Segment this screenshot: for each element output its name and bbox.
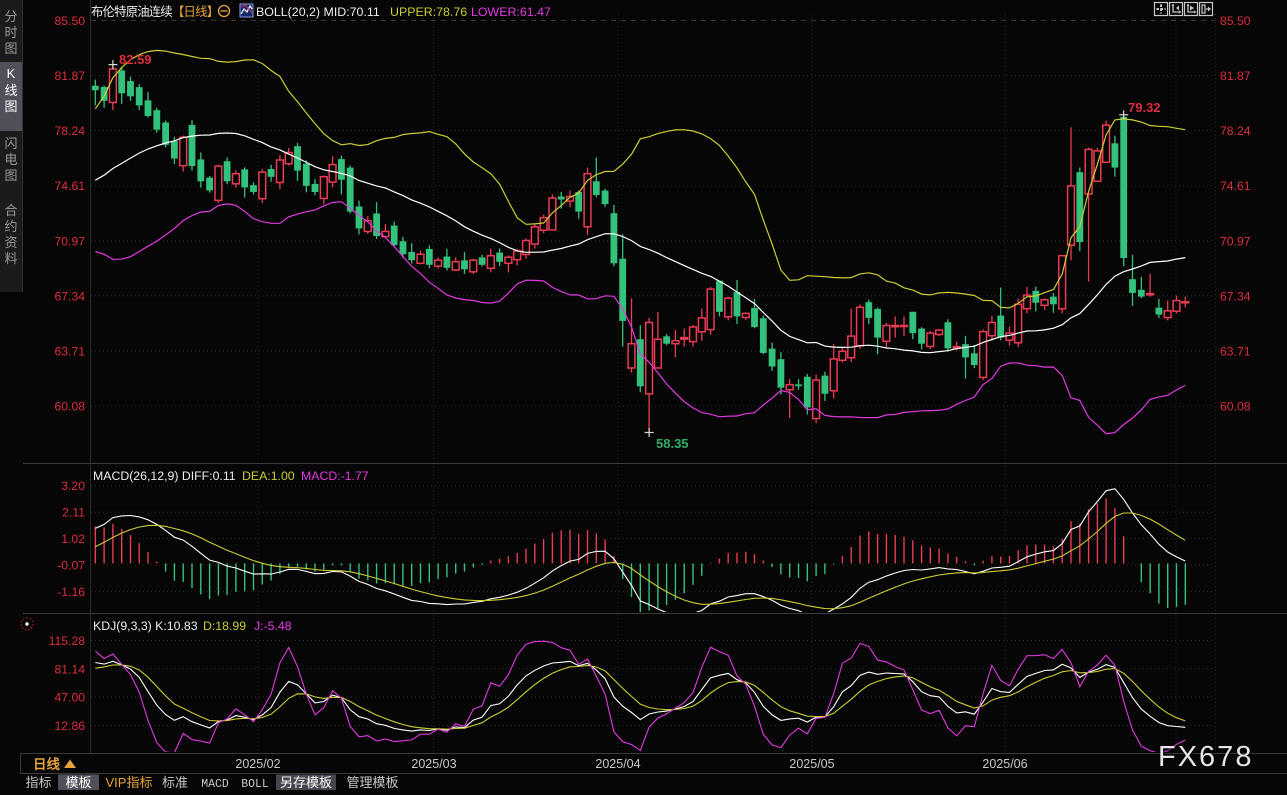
svg-text:79.32: 79.32 xyxy=(1128,100,1161,115)
svg-text:78.24: 78.24 xyxy=(1220,124,1251,138)
svg-text:81.14: 81.14 xyxy=(55,662,86,676)
svg-text:81.87: 81.87 xyxy=(55,69,86,83)
svg-text:时: 时 xyxy=(4,25,17,40)
svg-text:82.59: 82.59 xyxy=(119,52,152,67)
svg-text:12.86: 12.86 xyxy=(55,719,86,733)
svg-text:-1.16: -1.16 xyxy=(57,585,85,599)
svg-text:D:18.99: D:18.99 xyxy=(203,619,246,633)
svg-text:DEA:1.00: DEA:1.00 xyxy=(242,469,295,483)
svg-text:日线: 日线 xyxy=(33,756,60,772)
svg-text:3.20: 3.20 xyxy=(61,479,85,493)
svg-text:60.08: 60.08 xyxy=(55,400,86,414)
svg-text:MACD: MACD xyxy=(201,778,229,790)
svg-text:63.71: 63.71 xyxy=(1220,345,1251,359)
svg-text:料: 料 xyxy=(4,251,17,266)
svg-text:74.61: 74.61 xyxy=(55,179,86,193)
svg-text:图: 图 xyxy=(4,41,17,56)
svg-text:81.87: 81.87 xyxy=(1220,69,1251,83)
svg-text:BOLL: BOLL xyxy=(241,778,269,790)
svg-text:58.35: 58.35 xyxy=(656,436,689,451)
svg-text:74.61: 74.61 xyxy=(1220,179,1251,193)
svg-text:MACD(26,12,9) DIFF:0.11: MACD(26,12,9) DIFF:0.11 xyxy=(93,469,236,483)
svg-text:60.08: 60.08 xyxy=(1220,400,1251,414)
svg-text:67.34: 67.34 xyxy=(1220,289,1251,303)
svg-text:115.28: 115.28 xyxy=(49,634,86,648)
svg-text:85.50: 85.50 xyxy=(1220,14,1251,28)
svg-text:布伦特原油连续【日线】: 布伦特原油连续【日线】 xyxy=(91,4,219,19)
svg-text:图: 图 xyxy=(4,168,17,183)
svg-text:MACD:-1.77: MACD:-1.77 xyxy=(301,469,369,483)
svg-text:分: 分 xyxy=(4,9,17,24)
svg-text:资: 资 xyxy=(4,235,17,250)
svg-text:-0.07: -0.07 xyxy=(57,559,85,573)
svg-text:2025/06: 2025/06 xyxy=(982,757,1027,771)
svg-text:1.02: 1.02 xyxy=(61,532,85,546)
svg-text:70.97: 70.97 xyxy=(1220,234,1251,248)
svg-text:2025/02: 2025/02 xyxy=(235,757,280,771)
svg-text:2025/04: 2025/04 xyxy=(595,757,640,771)
svg-text:J:-5.48: J:-5.48 xyxy=(254,619,292,633)
svg-text:图: 图 xyxy=(4,99,17,114)
svg-text:闪: 闪 xyxy=(4,136,17,151)
svg-text:指标: 指标 xyxy=(25,775,51,790)
svg-text:VIP指标: VIP指标 xyxy=(106,775,153,790)
svg-text:47.00: 47.00 xyxy=(55,691,86,705)
svg-text:85.50: 85.50 xyxy=(55,14,86,28)
svg-text:KDJ(9,3,3) K:10.83: KDJ(9,3,3) K:10.83 xyxy=(93,619,198,633)
svg-text:2025/05: 2025/05 xyxy=(789,757,834,771)
svg-text:约: 约 xyxy=(4,219,17,234)
svg-text:63.71: 63.71 xyxy=(55,345,86,359)
svg-text:BOLL(20,2) MID:70.11: BOLL(20,2) MID:70.11 xyxy=(256,5,380,19)
svg-text:2025/03: 2025/03 xyxy=(411,757,456,771)
svg-text:LOWER:61.47: LOWER:61.47 xyxy=(471,5,551,19)
svg-text:模板: 模板 xyxy=(65,775,91,790)
svg-text:67.34: 67.34 xyxy=(55,289,86,303)
svg-text:2.11: 2.11 xyxy=(62,506,85,520)
svg-text:线: 线 xyxy=(4,83,17,98)
svg-text:另存模板: 另存模板 xyxy=(280,775,332,790)
svg-text:FX678: FX678 xyxy=(1158,741,1253,773)
svg-text:70.97: 70.97 xyxy=(55,234,86,248)
svg-text:K: K xyxy=(7,66,16,81)
svg-text:合: 合 xyxy=(4,203,17,218)
svg-text:UPPER:78.76: UPPER:78.76 xyxy=(390,5,467,19)
svg-text:管理模板: 管理模板 xyxy=(346,775,398,790)
svg-text:标准: 标准 xyxy=(162,775,188,790)
svg-text:电: 电 xyxy=(4,152,17,167)
svg-text:78.24: 78.24 xyxy=(55,124,86,138)
